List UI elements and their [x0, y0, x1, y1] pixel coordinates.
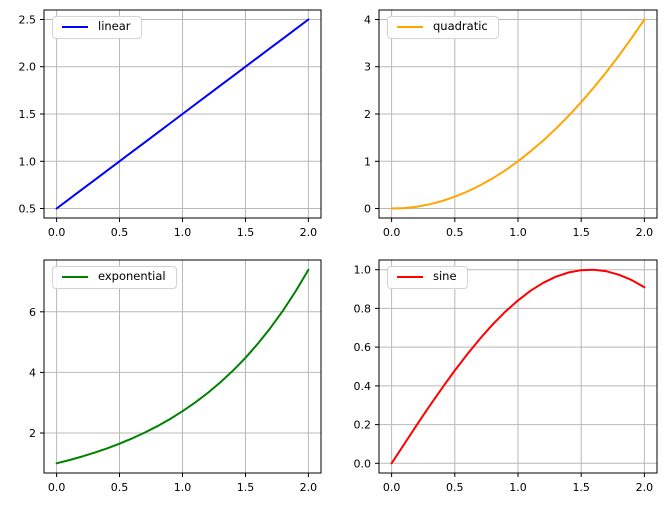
svg-text:1.5: 1.5: [572, 226, 590, 239]
svg-text:1.0: 1.0: [509, 481, 527, 494]
subplot-quadratic: 0.0 0.5 1.0 1.5 2.0 0 1 2 3 4 quadratic: [335, 0, 671, 250]
svg-text:2.0: 2.0: [636, 226, 654, 239]
svg-text:4: 4: [29, 366, 36, 379]
svg-text:1.0: 1.0: [19, 155, 37, 168]
svg-text:0.5: 0.5: [446, 226, 464, 239]
svg-text:6: 6: [29, 306, 36, 319]
svg-text:0.4: 0.4: [354, 380, 372, 393]
svg-text:1.0: 1.0: [354, 264, 372, 277]
svg-text:2.0: 2.0: [636, 481, 654, 494]
legend-linear: linear: [52, 16, 142, 39]
legend-label-linear: linear: [98, 19, 131, 33]
legend-line-sample-exponential: [62, 275, 88, 278]
svg-text:1.0: 1.0: [174, 481, 192, 494]
svg-text:3: 3: [364, 61, 371, 74]
svg-text:0.0: 0.0: [48, 481, 66, 494]
legend-label-quadratic: quadratic: [433, 19, 488, 33]
legend-line-sample-quadratic: [397, 25, 423, 28]
legend-quadratic: quadratic: [387, 16, 499, 39]
subplot-linear: 0.0 0.5 1.0 1.5 2.0 0.5 1.0 1.5 2.0 2.5 linear: [0, 0, 335, 250]
svg-text:2: 2: [364, 108, 371, 121]
subplot-exponential: 0.0 0.5 1.0 1.5 2.0 2 4 6 exponential: [0, 250, 335, 505]
legend-label-exponential: exponential: [98, 269, 166, 283]
axes-sine: 0.0 0.5 1.0 1.5 2.0 0.0 0.2 0.4 0.6 0.8 1.0: [354, 259, 658, 494]
svg-text:0.8: 0.8: [354, 302, 372, 315]
svg-text:0.2: 0.2: [354, 419, 372, 432]
svg-text:1.0: 1.0: [509, 226, 527, 239]
svg-text:1: 1: [364, 155, 371, 168]
svg-text:0.0: 0.0: [383, 481, 401, 494]
svg-text:0.5: 0.5: [111, 226, 129, 239]
svg-text:0.6: 0.6: [354, 341, 372, 354]
legend-sine: sine: [387, 266, 468, 289]
svg-text:0: 0: [364, 203, 371, 216]
svg-text:1.5: 1.5: [237, 226, 255, 239]
svg-text:2.0: 2.0: [300, 481, 318, 494]
legend-line-sample-sine: [397, 275, 423, 278]
axes-linear: 0.0 0.5 1.0 1.5 2.0 0.5 1.0 1.5 2.0 2.5: [19, 9, 322, 239]
svg-text:1.0: 1.0: [174, 226, 192, 239]
legend-line-sample-linear: [62, 25, 88, 28]
svg-text:4: 4: [364, 14, 371, 27]
svg-text:2.5: 2.5: [19, 14, 37, 27]
svg-text:1.5: 1.5: [19, 108, 37, 121]
svg-text:0.5: 0.5: [19, 203, 37, 216]
svg-text:2: 2: [29, 427, 36, 440]
svg-text:0.5: 0.5: [446, 481, 464, 494]
axes-quadratic: 0.0 0.5 1.0 1.5 2.0 0 1 2 3 4: [364, 9, 658, 239]
subplot-sine: 0.0 0.5 1.0 1.5 2.0 0.0 0.2 0.4 0.6 0.8 1.0 sine: [335, 250, 671, 505]
svg-text:2.0: 2.0: [300, 226, 318, 239]
svg-text:0.5: 0.5: [111, 481, 129, 494]
svg-text:0.0: 0.0: [354, 457, 372, 470]
svg-text:2.0: 2.0: [19, 61, 37, 74]
legend-label-sine: sine: [433, 269, 457, 283]
svg-text:1.5: 1.5: [237, 481, 255, 494]
svg-text:1.5: 1.5: [572, 481, 590, 494]
axes-exponential: 0.0 0.5 1.0 1.5 2.0 2 4 6: [29, 259, 322, 494]
svg-text:0.0: 0.0: [48, 226, 66, 239]
svg-text:0.0: 0.0: [383, 226, 401, 239]
legend-exponential: exponential: [52, 266, 177, 289]
